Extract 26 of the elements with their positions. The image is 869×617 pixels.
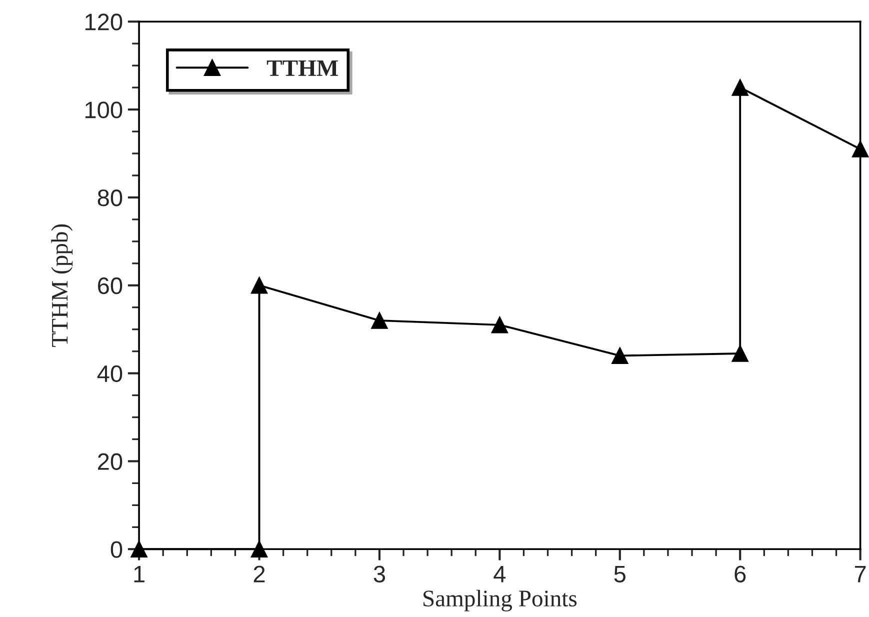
x-axis-title: Sampling Points [424,590,577,612]
y-tick-label: 120 [85,14,122,30]
x-tick-label: 7 [854,566,866,582]
point [491,316,508,334]
y-tick-label: 20 [98,453,122,470]
y-tick-label: 0 [110,541,122,558]
y-tick-label: 80 [98,190,122,206]
x-tick-label: 4 [494,566,506,582]
point [250,540,268,558]
y-tick-label: 40 [97,365,122,382]
point [852,140,869,158]
x-tick-label: 2 [254,566,265,582]
x-tick-label: 6 [734,566,746,582]
x-tick-label: 1 [134,566,144,582]
y-tick-label: 100 [85,102,122,118]
point [130,540,148,558]
x-tick-label: 5 [614,566,626,582]
x-tick-label: 3 [374,566,385,582]
point [732,79,748,96]
point [371,312,388,329]
y-axis-title: TTHM (ppb) [51,224,73,347]
y-tick-label: 60 [98,277,122,294]
point [612,347,628,364]
point [250,277,268,294]
legend-label: TTHM [266,60,338,76]
point [732,345,748,362]
